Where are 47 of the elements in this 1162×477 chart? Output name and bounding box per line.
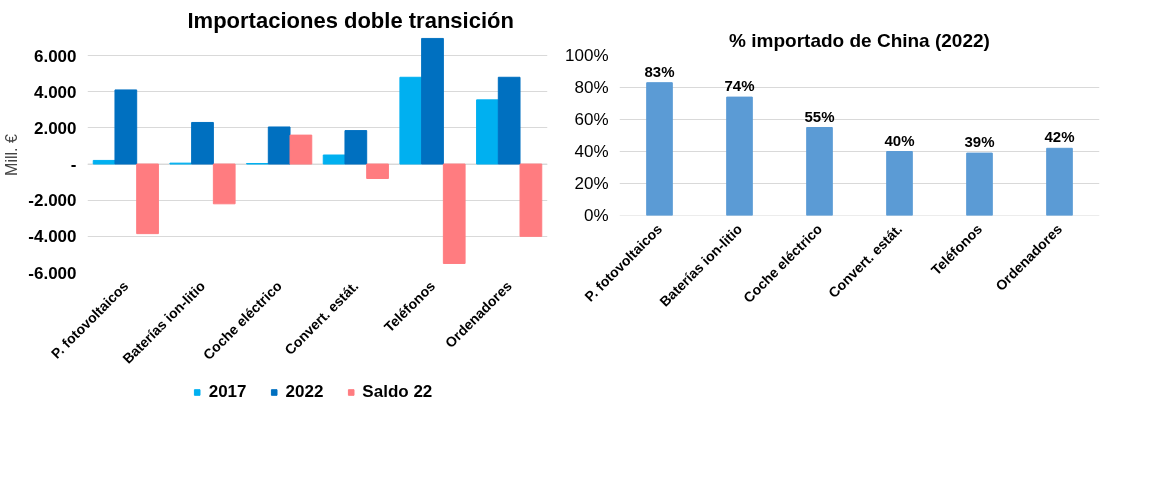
bar (726, 96, 753, 216)
bar (966, 152, 993, 216)
bar (136, 163, 159, 235)
bar (1046, 147, 1073, 216)
y-tick-label: 100% (565, 46, 609, 65)
text: 39% (964, 133, 995, 151)
bar (366, 163, 389, 179)
legend-label: 2022 (285, 382, 324, 402)
bar (267, 126, 291, 165)
bar (519, 163, 543, 237)
text: 40% (884, 131, 915, 149)
bar (92, 159, 116, 165)
bar (344, 130, 368, 165)
bar (322, 154, 346, 165)
y-tick-label: -6.000 (28, 263, 77, 283)
bar (806, 127, 833, 216)
y-tick-label: 40% (574, 142, 609, 161)
y-tick-label: 2.000 (33, 118, 77, 138)
y-tick-label: -2.000 (28, 191, 77, 211)
bar (442, 163, 466, 264)
y-tick-label: 4.000 (33, 82, 77, 102)
bar (289, 134, 313, 165)
legend-label: 2017 (208, 382, 247, 402)
text: 74% (724, 77, 755, 95)
y-tick-label: 80% (574, 78, 609, 97)
text: 42% (1044, 128, 1075, 146)
bar (399, 76, 423, 165)
bar (646, 82, 673, 216)
legend-label: Saldo 22 (362, 382, 433, 402)
text: 55% (804, 107, 835, 125)
bar (421, 37, 444, 165)
bar (191, 121, 214, 165)
chart-title: Importaciones doble transición (187, 7, 514, 33)
bar (212, 163, 236, 205)
y-tick-label: 20% (574, 174, 609, 193)
bar (114, 89, 138, 165)
y-tick-label: -4.000 (28, 227, 77, 247)
bar (886, 151, 913, 216)
y-tick-label: 6.000 (33, 46, 77, 66)
chart-title: % importado de China (2022) (729, 29, 990, 51)
y-axis-title: Mill. € (3, 134, 21, 176)
y-tick-label: - (70, 155, 77, 175)
bar (497, 76, 521, 165)
y-tick-label: 0% (583, 206, 609, 225)
y-tick-label: 60% (574, 110, 609, 129)
text: 83% (644, 62, 675, 80)
bar (476, 99, 499, 165)
